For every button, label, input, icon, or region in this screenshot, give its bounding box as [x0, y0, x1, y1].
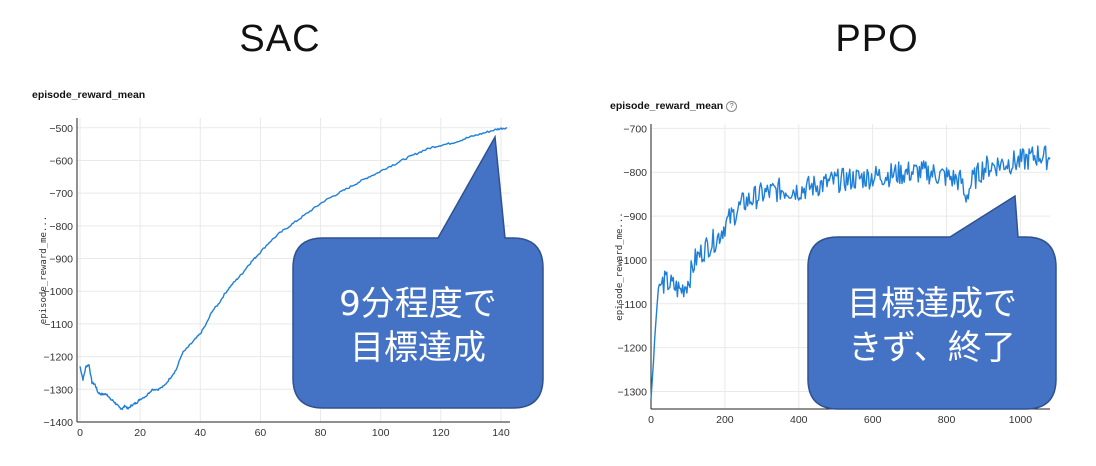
ppo-series-line	[650, 145, 1051, 400]
ppo-y-tick-label: −1100	[618, 299, 647, 311]
sac-title: SAC	[239, 18, 321, 60]
sac-x-tick-label: 100	[372, 427, 390, 439]
sac-callout-text: 9分程度で	[339, 284, 497, 324]
ppo-callout-text: 目標達成で	[847, 284, 1017, 324]
ppo-x-tick-label: 600	[864, 414, 882, 426]
sac-y-tick-label: −1100	[44, 319, 73, 331]
ppo-y-axis-label: episode_reward_me...	[615, 212, 625, 320]
sac-y-tick-label: −500	[49, 123, 73, 135]
sac-y-tick-label: −1200	[44, 352, 74, 364]
sac-x-tick-label: 80	[315, 427, 327, 439]
ppo-y-tick-label: −1000	[618, 255, 648, 267]
sac-y-tick-label: −600	[49, 155, 73, 167]
ppo-callout-text: きず、終了	[848, 328, 1016, 368]
ppo-x-tick-label: 1000	[1009, 414, 1033, 426]
ppo-y-tick-label: −800	[623, 167, 647, 179]
sac-x-tick-label: 20	[134, 427, 146, 439]
sac-callout-bubble	[292, 134, 544, 409]
sac-series-line	[79, 127, 508, 411]
sac-y-tick-label: −1000	[44, 286, 74, 298]
ppo-y-tick-label: −900	[623, 211, 647, 223]
sac-callout-text: 目標達成	[350, 328, 486, 368]
sac-y-axis-label: episode_reward_me...	[39, 216, 49, 324]
sac-chart-title: episode_reward_mean	[32, 89, 146, 101]
sac-y-tick-label: −700	[49, 188, 73, 200]
ppo-x-tick-label: 0	[648, 414, 654, 426]
ppo-callout-bubble	[807, 194, 1057, 410]
sac-y-tick-label: −1300	[44, 384, 74, 396]
ppo-chart-title: episode_reward_mean?	[610, 100, 738, 112]
sac-y-tick-label: −800	[49, 221, 73, 233]
ppo-x-tick-label: 400	[790, 414, 808, 426]
sac-x-tick-label: 120	[432, 427, 450, 439]
sac-y-tick-label: −1400	[44, 417, 74, 429]
ppo-y-tick-label: −1300	[618, 386, 648, 398]
sac-x-tick-label: 40	[194, 427, 206, 439]
ppo-y-tick-label: −1200	[618, 343, 648, 355]
sac-x-tick-label: 60	[255, 427, 267, 439]
help-icon[interactable]: ?	[726, 101, 738, 112]
ppo-y-tick-label: −700	[623, 123, 647, 135]
sac-y-tick-label: −900	[49, 254, 73, 266]
ppo-x-tick-label: 200	[716, 414, 734, 426]
sac-x-tick-label: 0	[77, 427, 83, 439]
sac-x-tick-label: 140	[492, 427, 510, 439]
ppo-x-tick-label: 800	[938, 414, 956, 426]
ppo-chart-title-text: episode_reward_mean	[610, 100, 724, 112]
ppo-title: PPO	[835, 18, 919, 60]
